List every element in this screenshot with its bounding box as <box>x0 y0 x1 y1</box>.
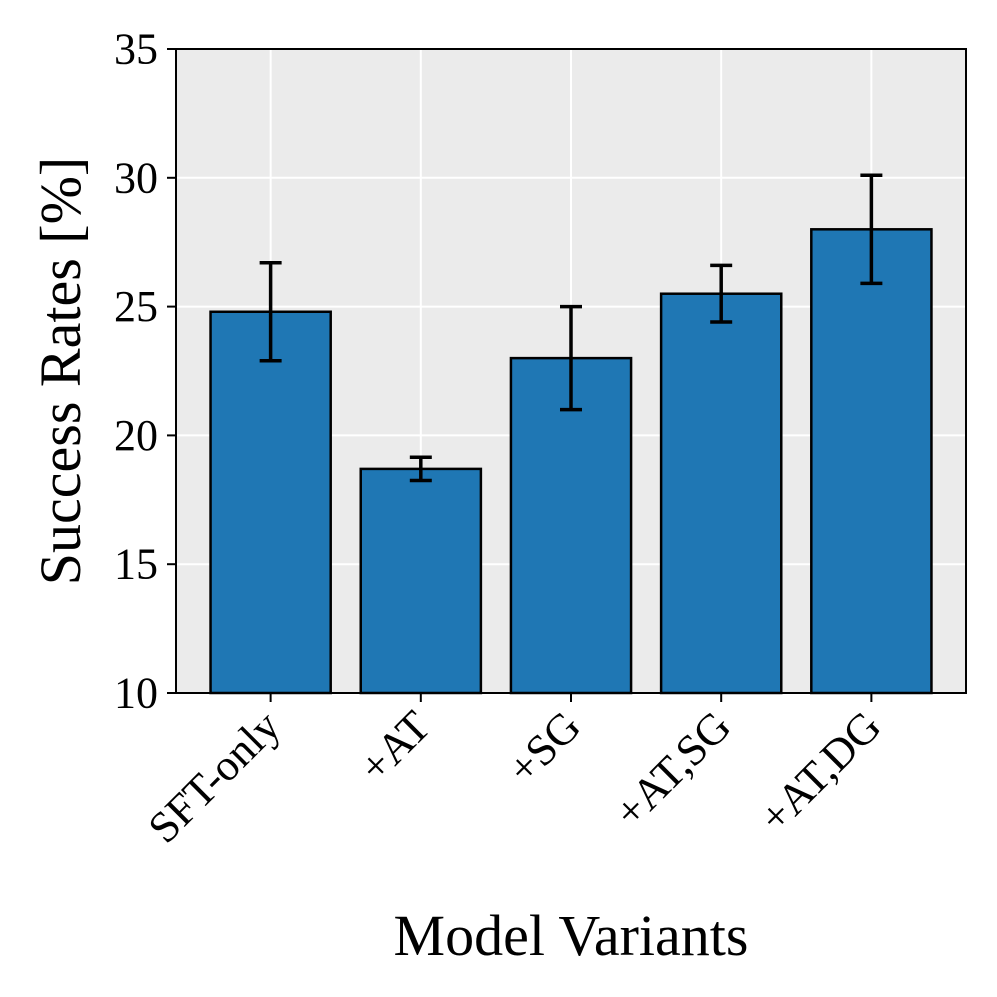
bar <box>810 228 933 695</box>
y-axis: 10 15 20 25 30 35 <box>114 25 176 718</box>
x-axis: SFT-only +AT +SG +AT,SG +AT,DG <box>139 693 891 853</box>
y-tick-label: 10 <box>114 669 158 718</box>
x-tick-label: +AT,DG <box>750 701 891 842</box>
y-tick-label: 35 <box>114 25 158 74</box>
y-tick-label: 15 <box>114 540 158 589</box>
x-axis-title: Model Variants <box>394 903 749 968</box>
x-tick-label: +SG <box>498 701 590 793</box>
x-tick-label: +AT <box>350 701 440 791</box>
bar <box>359 467 483 695</box>
bar <box>509 356 633 695</box>
x-tick-label: +AT,SG <box>605 701 740 836</box>
y-tick-label: 25 <box>114 282 158 331</box>
y-tick-label: 30 <box>114 153 158 202</box>
bar <box>659 292 783 695</box>
y-axis-title: Success Rates [%] <box>28 157 93 585</box>
y-tick-label: 20 <box>114 411 158 460</box>
bars <box>209 228 933 695</box>
error-bars <box>259 173 883 483</box>
x-tick-label: SFT-only <box>139 701 290 852</box>
bar <box>209 310 332 695</box>
